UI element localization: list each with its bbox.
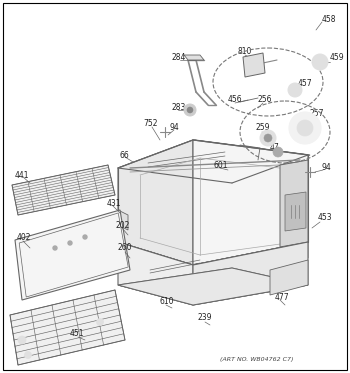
Polygon shape xyxy=(270,260,308,295)
Text: (ART NO. WB04762 C7): (ART NO. WB04762 C7) xyxy=(220,357,294,363)
Text: 257: 257 xyxy=(310,109,324,117)
Circle shape xyxy=(187,107,193,113)
Text: 283: 283 xyxy=(172,103,186,112)
Polygon shape xyxy=(15,210,130,300)
Text: 457: 457 xyxy=(298,78,313,88)
Polygon shape xyxy=(193,242,308,305)
Circle shape xyxy=(53,246,57,250)
Text: 459: 459 xyxy=(330,53,345,63)
Text: 752: 752 xyxy=(143,119,158,128)
Text: 601: 601 xyxy=(213,160,228,169)
Text: 47: 47 xyxy=(270,144,280,153)
Circle shape xyxy=(289,112,321,144)
Text: 260: 260 xyxy=(118,244,133,253)
Polygon shape xyxy=(193,242,308,280)
Polygon shape xyxy=(118,140,193,265)
Text: 610: 610 xyxy=(160,298,175,307)
Polygon shape xyxy=(12,165,115,215)
Polygon shape xyxy=(118,140,308,183)
Polygon shape xyxy=(118,242,193,280)
Circle shape xyxy=(25,351,32,358)
Text: 94: 94 xyxy=(170,123,180,132)
Text: 441: 441 xyxy=(15,170,29,179)
Circle shape xyxy=(97,319,104,326)
Circle shape xyxy=(83,235,87,239)
Circle shape xyxy=(288,83,302,97)
Text: 402: 402 xyxy=(17,233,32,242)
Circle shape xyxy=(297,120,313,136)
Polygon shape xyxy=(184,55,204,60)
Circle shape xyxy=(264,134,272,142)
Polygon shape xyxy=(243,53,265,77)
Text: 256: 256 xyxy=(257,95,272,104)
Circle shape xyxy=(260,130,276,146)
Polygon shape xyxy=(118,268,308,305)
Text: 453: 453 xyxy=(318,213,332,223)
Polygon shape xyxy=(118,242,193,305)
Text: 259: 259 xyxy=(255,123,270,132)
Text: 458: 458 xyxy=(322,15,336,23)
Polygon shape xyxy=(193,140,308,265)
Text: 477: 477 xyxy=(275,292,290,301)
Polygon shape xyxy=(285,192,306,231)
Text: 239: 239 xyxy=(198,313,212,323)
Circle shape xyxy=(18,336,26,344)
Text: 810: 810 xyxy=(238,47,252,56)
Circle shape xyxy=(68,241,72,245)
Text: 202: 202 xyxy=(115,220,130,229)
Circle shape xyxy=(184,104,196,116)
Text: 284: 284 xyxy=(171,53,186,63)
Text: 451: 451 xyxy=(70,329,84,338)
Polygon shape xyxy=(10,290,125,365)
Text: 66: 66 xyxy=(120,150,130,160)
Polygon shape xyxy=(118,210,128,230)
Text: 456: 456 xyxy=(228,95,243,104)
Circle shape xyxy=(273,147,283,157)
Polygon shape xyxy=(118,268,308,305)
Circle shape xyxy=(312,54,328,70)
Polygon shape xyxy=(280,160,308,247)
Text: 94: 94 xyxy=(322,163,332,172)
Text: 431: 431 xyxy=(107,198,121,207)
Polygon shape xyxy=(120,140,310,185)
